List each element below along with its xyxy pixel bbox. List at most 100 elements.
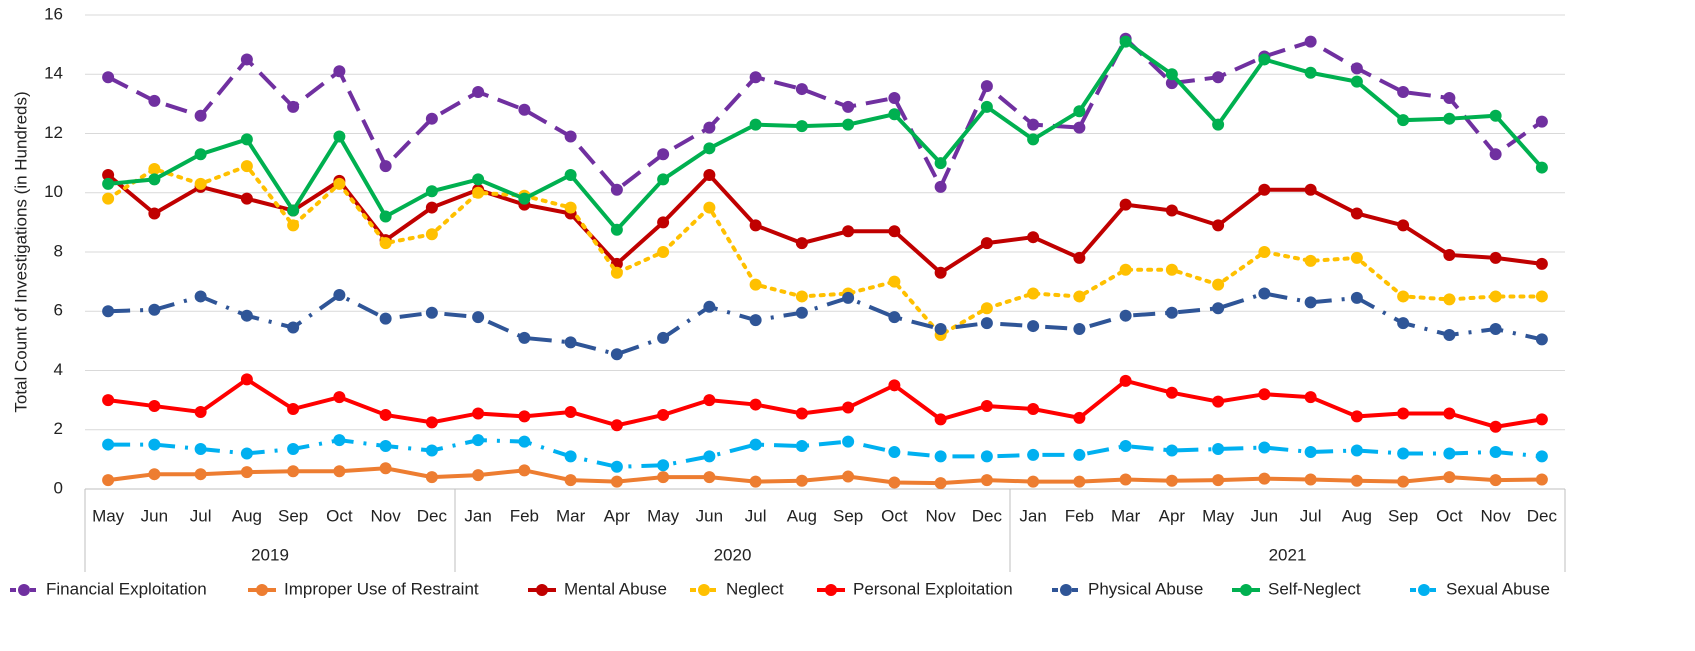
- data-point: [148, 163, 161, 176]
- data-point: [240, 466, 253, 479]
- data-point: [333, 130, 346, 143]
- data-point: [980, 400, 993, 413]
- x-tick-label: Dec: [1527, 506, 1558, 525]
- data-point: [564, 474, 577, 487]
- data-point: [980, 302, 993, 315]
- data-point: [1258, 472, 1271, 485]
- x-tick-label: Jun: [696, 506, 723, 525]
- data-point: [379, 237, 392, 250]
- data-point: [333, 288, 346, 301]
- data-point: [610, 419, 623, 432]
- data-point: [1535, 413, 1548, 426]
- data-point: [425, 228, 438, 241]
- data-point: [425, 185, 438, 198]
- data-point: [1212, 474, 1225, 487]
- x-tick-label: Mar: [556, 506, 586, 525]
- x-tick-label: May: [92, 506, 125, 525]
- data-point: [1304, 391, 1317, 404]
- data-point: [610, 475, 623, 488]
- data-point: [795, 237, 808, 250]
- data-point: [1535, 115, 1548, 128]
- data-point: [1304, 445, 1317, 458]
- data-point: [1443, 447, 1456, 460]
- data-point: [1027, 287, 1040, 300]
- data-point: [472, 186, 485, 199]
- data-point: [657, 148, 670, 161]
- x-tick-label: Jul: [745, 506, 767, 525]
- data-point: [1397, 317, 1410, 330]
- data-point: [1350, 410, 1363, 423]
- legend-marker: [536, 584, 548, 596]
- data-point: [610, 348, 623, 361]
- data-point: [1304, 35, 1317, 48]
- data-point: [102, 438, 115, 451]
- x-tick-label: Sep: [278, 506, 308, 525]
- data-point: [1443, 91, 1456, 104]
- data-point: [657, 246, 670, 258]
- x-tick-label: Nov: [1481, 506, 1512, 525]
- data-point: [1489, 420, 1502, 433]
- data-point: [703, 201, 716, 214]
- data-point: [518, 464, 531, 477]
- data-point: [518, 410, 531, 423]
- x-tick-label: May: [1202, 506, 1235, 525]
- data-point: [1350, 75, 1363, 88]
- data-point: [1489, 474, 1502, 487]
- data-point: [1165, 263, 1178, 276]
- data-point: [148, 94, 161, 107]
- data-point: [240, 447, 253, 460]
- x-tick-label: Oct: [326, 506, 353, 525]
- data-point: [1027, 448, 1040, 461]
- data-point: [795, 290, 808, 303]
- data-point: [1443, 407, 1456, 420]
- data-point: [1212, 395, 1225, 408]
- x-tick-label: May: [647, 506, 680, 525]
- x-tick-label: Jan: [464, 506, 491, 525]
- data-point: [425, 201, 438, 214]
- data-point: [148, 468, 161, 481]
- data-point: [379, 408, 392, 421]
- data-point: [287, 465, 300, 478]
- data-point: [425, 416, 438, 429]
- data-point: [888, 225, 901, 238]
- y-tick-label: 8: [54, 241, 63, 260]
- data-point: [148, 400, 161, 413]
- legend-marker: [256, 584, 268, 596]
- data-point: [1489, 323, 1502, 336]
- data-point: [148, 303, 161, 316]
- data-point: [240, 373, 253, 386]
- data-point: [980, 474, 993, 487]
- data-point: [1165, 386, 1178, 399]
- data-point: [1304, 473, 1317, 486]
- group-label: 2021: [1269, 545, 1307, 564]
- data-point: [888, 476, 901, 489]
- y-tick-label: 4: [54, 360, 63, 379]
- data-point: [472, 434, 485, 447]
- data-point: [1119, 440, 1132, 453]
- data-point: [1304, 254, 1317, 267]
- series-line: [108, 438, 1543, 469]
- series: [102, 287, 1548, 361]
- series: [102, 35, 1548, 236]
- legend-marker: [1240, 584, 1252, 596]
- legend-label: Physical Abuse: [1088, 579, 1203, 598]
- data-point: [1397, 407, 1410, 420]
- data-point: [1212, 278, 1225, 291]
- y-tick-label: 6: [54, 301, 63, 320]
- data-point: [564, 450, 577, 463]
- data-point: [934, 266, 947, 279]
- data-point: [1165, 68, 1178, 81]
- data-point: [1073, 448, 1086, 461]
- data-point: [102, 394, 115, 407]
- x-tick-label: Feb: [1065, 506, 1094, 525]
- data-point: [333, 177, 346, 190]
- data-point: [518, 435, 531, 448]
- data-point: [980, 317, 993, 330]
- data-point: [1489, 251, 1502, 264]
- data-point: [703, 142, 716, 155]
- data-point: [1073, 290, 1086, 303]
- series-line: [107, 376, 1543, 429]
- data-point: [333, 434, 346, 447]
- data-point: [1397, 114, 1410, 127]
- data-point: [888, 275, 901, 288]
